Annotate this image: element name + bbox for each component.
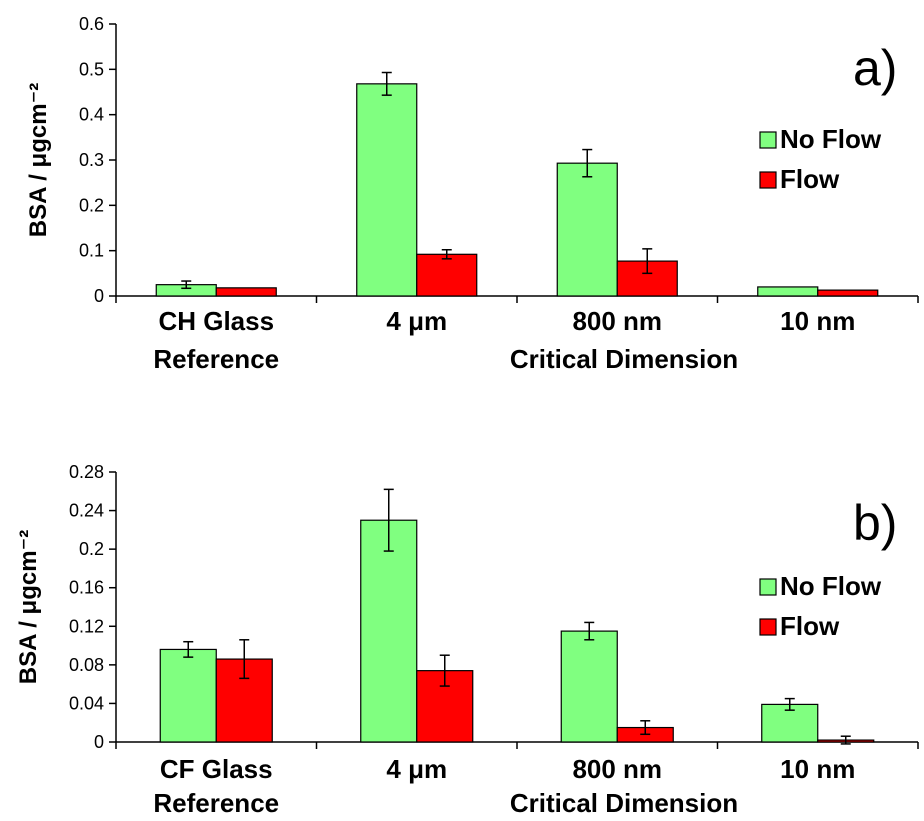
bar-no-flow bbox=[360, 519, 418, 743]
legend-label: No Flow bbox=[780, 124, 882, 154]
y-tick-label: 0.1 bbox=[79, 241, 104, 261]
panel-label: b) bbox=[853, 495, 897, 551]
bar-no-flow bbox=[356, 83, 418, 297]
y-tick-label: 0.12 bbox=[69, 616, 104, 636]
x-category-label: 10 nm bbox=[780, 306, 855, 336]
x-category-label: CH Glass bbox=[158, 306, 274, 336]
bar-flow bbox=[215, 287, 277, 297]
bar-no-flow bbox=[159, 648, 217, 743]
legend-swatch bbox=[759, 171, 777, 189]
y-axis-title: BSA / μgcm⁻² bbox=[25, 83, 52, 237]
y-tick-label: 0 bbox=[94, 286, 104, 306]
legend: No Flow Flow bbox=[759, 571, 882, 641]
x-category-label: 10 nm bbox=[780, 754, 855, 784]
panel-label: a) bbox=[853, 40, 897, 96]
y-tick-label: 0.5 bbox=[79, 59, 104, 79]
bar-flow bbox=[817, 289, 879, 297]
bar-no-flow bbox=[556, 162, 618, 297]
y-axis-title: BSA / μgcm⁻² bbox=[15, 530, 42, 684]
y-tick-label: 0.24 bbox=[69, 501, 104, 521]
chart-panel-a: 0 0.1 0.2 0.3 0.4 0.5 0.6 CH Glass Reference 4 μm… bbox=[25, 14, 919, 374]
bar-no-flow bbox=[560, 630, 618, 743]
y-tick-label: 0.2 bbox=[79, 539, 104, 559]
x-category-label: 4 μm bbox=[386, 306, 447, 336]
y-tick-label: 0.08 bbox=[69, 655, 104, 675]
legend-label: No Flow bbox=[780, 571, 882, 601]
bar-flow bbox=[416, 253, 478, 297]
legend-swatch bbox=[759, 578, 777, 596]
x-axis-title: Critical Dimension bbox=[510, 788, 738, 818]
x-category-sublabel: Reference bbox=[153, 788, 279, 818]
y-tick-label: 0.4 bbox=[79, 105, 104, 125]
legend: No Flow Flow bbox=[759, 124, 882, 194]
legend-label: Flow bbox=[780, 164, 840, 194]
legend-label: Flow bbox=[780, 611, 840, 641]
y-tick-label: 0.3 bbox=[79, 150, 104, 170]
x-category-sublabel: Reference bbox=[153, 344, 279, 374]
legend-swatch bbox=[759, 618, 777, 636]
y-tick-label: 0 bbox=[94, 732, 104, 752]
x-axis-title: Critical Dimension bbox=[510, 344, 738, 374]
legend-swatch bbox=[759, 131, 777, 149]
x-category-label: 800 nm bbox=[572, 754, 662, 784]
y-tick-label: 0.6 bbox=[79, 14, 104, 34]
x-category-label: 4 μm bbox=[386, 754, 447, 784]
x-category-label: CF Glass bbox=[160, 754, 273, 784]
y-tick-label: 0.16 bbox=[69, 578, 104, 598]
x-category-label: 800 nm bbox=[572, 306, 662, 336]
y-tick-label: 0.28 bbox=[69, 462, 104, 482]
y-tick-label: 0.2 bbox=[79, 195, 104, 215]
chart-panel-b: 0 0.04 0.08 0.12 0.16 0.2 0.24 0.28 CF Glass Refe… bbox=[15, 462, 919, 818]
y-tick-label: 0.04 bbox=[69, 693, 104, 713]
bar-no-flow bbox=[757, 286, 819, 297]
